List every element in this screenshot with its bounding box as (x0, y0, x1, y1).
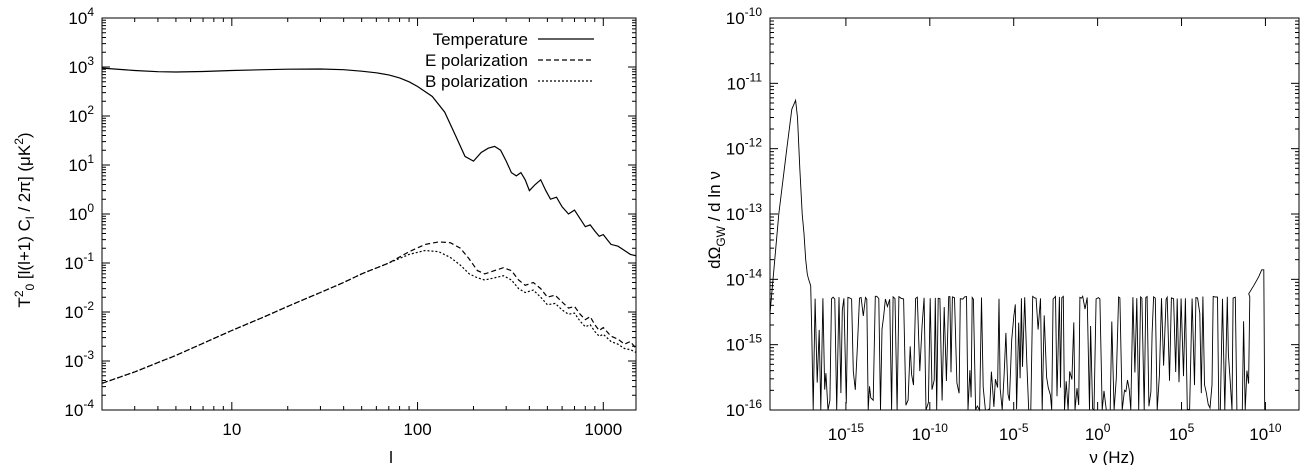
y-tick-label: 104 (68, 5, 94, 28)
plot-frame (101, 17, 637, 411)
y-tick-label: 10-15 (726, 332, 763, 355)
y-tick-label: 100 (68, 201, 94, 224)
x-axis-label: l (389, 448, 393, 465)
y-tick-label: 102 (68, 103, 94, 126)
y-tick-label: 103 (68, 54, 94, 77)
y-axis-label: T20 [l(l+1) Cl / 2π] (μK2) (12, 132, 37, 307)
x-tick-label: 105 (1169, 421, 1195, 444)
series-line-2 (101, 249, 637, 384)
legend-label: E polarization (425, 51, 528, 70)
x-tick-label: 1010 (1249, 421, 1282, 444)
y-tick-label: 10-4 (64, 397, 94, 420)
y-tick-label: 10-12 (726, 136, 763, 159)
x-tick-label: 10 (222, 420, 241, 439)
y-tick-label: 101 (68, 152, 94, 175)
y-axis-label: dΩGW / d ln ν (705, 171, 728, 269)
x-tick-label: 10-10 (912, 421, 949, 444)
y-tick-label: 10-14 (726, 266, 763, 289)
x-axis-label: ν (Hz) (1089, 448, 1134, 465)
legend-label: B polarization (425, 72, 528, 91)
series-line-0 (769, 98, 1266, 412)
x-tick-label: 100 (1085, 421, 1111, 444)
x-tick-label: 100 (403, 420, 431, 439)
svg-text:dΩGW / d ln ν: dΩGW / d ln ν (705, 171, 728, 269)
x-tick-label: 1000 (584, 420, 622, 439)
y-tick-label: 10-13 (726, 201, 763, 224)
y-tick-label: 10-10 (726, 5, 763, 28)
y-tick-label: 10-3 (64, 348, 94, 371)
cmb-power-spectrum-chart: 10-4 10-3 10-2 10-1 100 101 102 103 104 10 100 1000… (12, 5, 637, 465)
series-line-1 (101, 241, 637, 384)
svg-text:T20 [l(l+1) Cl / 2π] (μK2): T20 [l(l+1) Cl / 2π] (μK2) (12, 132, 37, 307)
legend-label: Temperature (433, 30, 528, 49)
x-tick-label: 10-15 (828, 421, 865, 444)
y-tick-label: 10-11 (727, 70, 763, 93)
x-tick-label: 10-5 (999, 421, 1029, 444)
y-tick-label: 10-2 (64, 299, 94, 322)
series-line-0 (101, 67, 637, 257)
y-tick-label: 10-1 (64, 250, 94, 273)
plot-frame (769, 17, 1300, 411)
gw-spectrum-chart: 10-16 10-15 10-14 10-13 10-12 10-11 10-10 10-15… (705, 5, 1300, 465)
y-tick-label: 10-16 (726, 397, 763, 420)
